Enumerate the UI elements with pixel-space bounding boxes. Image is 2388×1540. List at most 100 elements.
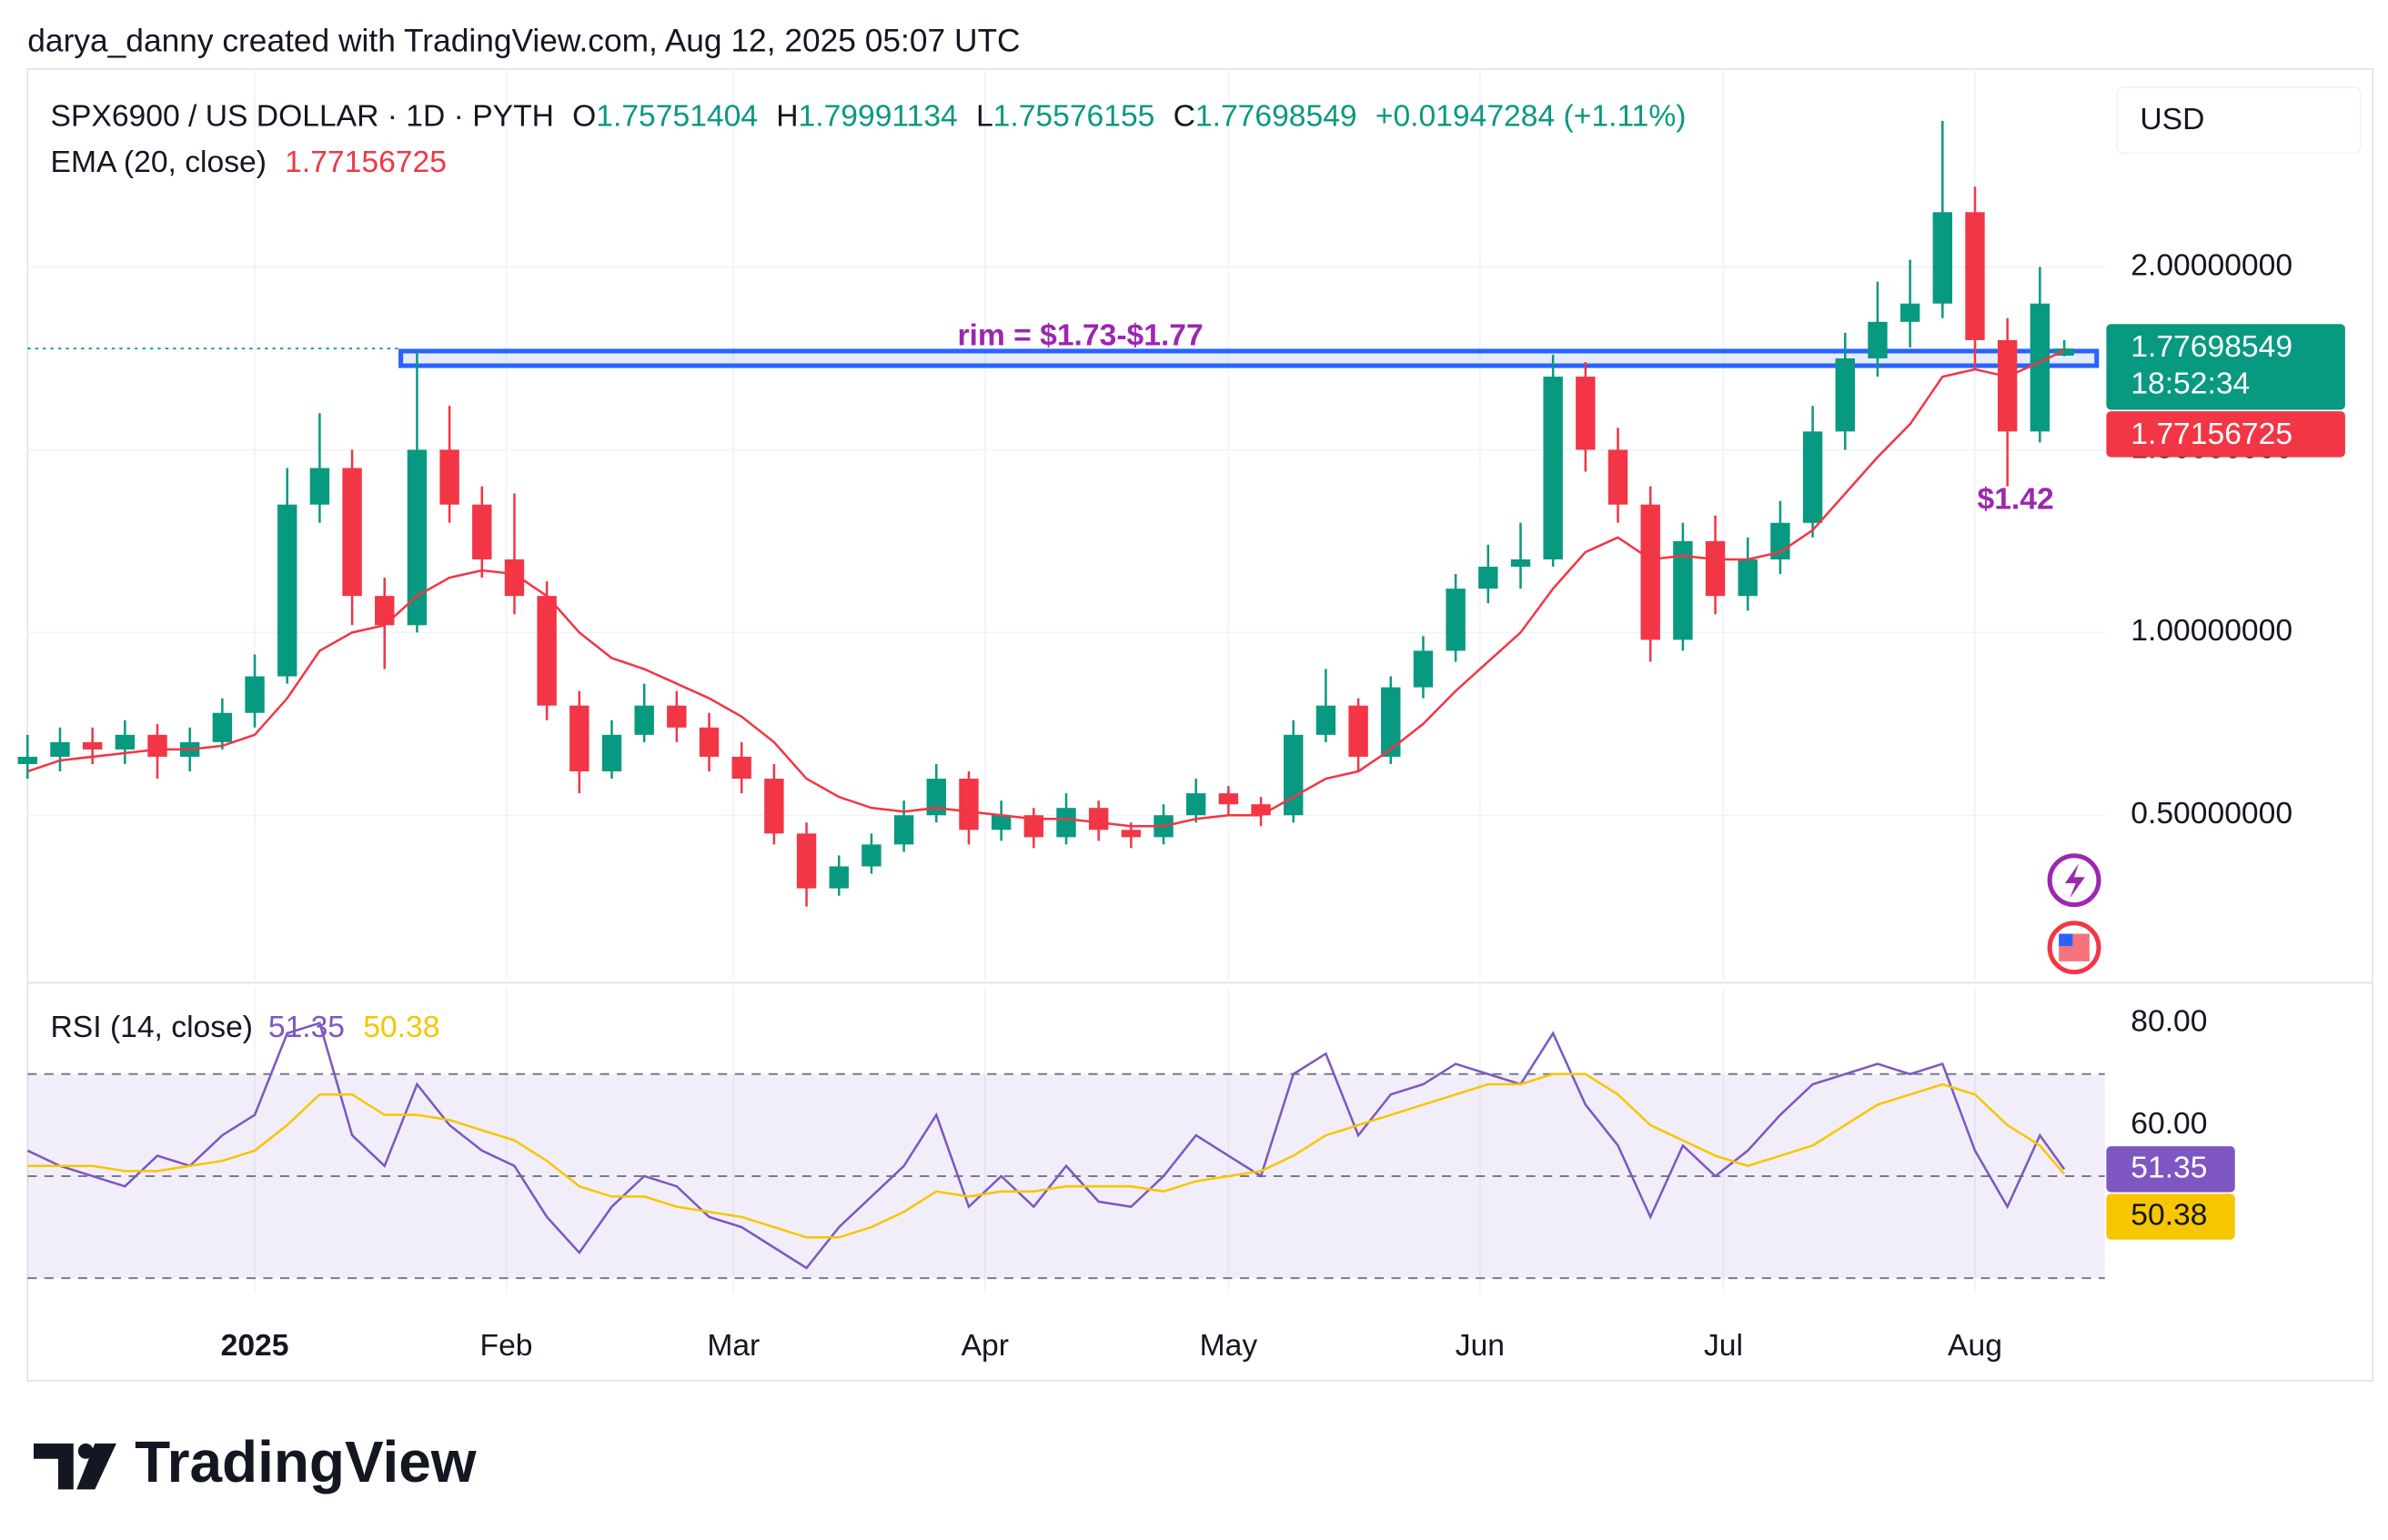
candle-body [375, 596, 395, 626]
candle-body [1284, 734, 1304, 816]
x-tick-label: Jul [1704, 1329, 1743, 1363]
rsi-axis-value: 50.38 [2131, 1198, 2207, 1232]
candle-body [1932, 212, 1953, 304]
candle-body [1446, 589, 1466, 651]
logo-part [76, 1443, 116, 1490]
candle-body [1640, 504, 1660, 640]
zone [398, 348, 2100, 368]
legend-low: 1.75576155 [993, 100, 1155, 134]
candle-body [1510, 559, 1531, 568]
rsi-line [26, 1022, 2066, 1270]
candle-body [537, 596, 557, 706]
candle-body [115, 734, 136, 750]
rsi-value-box [2106, 1146, 2235, 1193]
candle-body [439, 449, 459, 505]
candle-body [829, 866, 849, 889]
candle-body [2054, 348, 2074, 356]
candle-body [1218, 793, 1239, 805]
candle-body [1315, 705, 1336, 735]
last-price-box [2106, 324, 2345, 410]
candle-body [731, 756, 751, 780]
candle-body [1965, 212, 1985, 340]
candle-body [959, 779, 979, 830]
candle-body [2030, 303, 2050, 432]
x-tick-label: Aug [1948, 1329, 2002, 1363]
rsi-value-box [2106, 1193, 2235, 1240]
brand: TradingView [135, 1429, 477, 1495]
candle-body [1413, 650, 1434, 688]
y-tick-label: 1.00000000 [2131, 614, 2292, 648]
candle-body [991, 815, 1012, 830]
rsi-axis-value: 51.35 [2131, 1151, 2207, 1184]
x-tick-label: Jun [1456, 1329, 1505, 1363]
ema-name: EMA (20, close) [51, 146, 267, 179]
candle-body [764, 779, 784, 834]
legend-letter: L [976, 100, 993, 134]
logo-part [77, 1443, 94, 1459]
flag-canton [2059, 933, 2073, 947]
last-price: 1.77698549 [2131, 330, 2292, 364]
candle-body [1705, 540, 1726, 597]
currency[interactable]: USD [2140, 103, 2204, 136]
candle-body [1802, 431, 1823, 523]
candle-body [1997, 339, 2018, 432]
price-legend: SPX6900 / US DOLLAR · 1D · PYTH O1.757514… [51, 100, 1687, 134]
y-tick-label: 60.00 [2131, 1107, 2207, 1141]
candle-body [893, 815, 914, 845]
legend-letter: C [1174, 100, 1195, 134]
candle-body [17, 756, 37, 764]
candle-body [601, 734, 622, 772]
candle-body [1673, 540, 1693, 640]
candle-body [699, 727, 720, 757]
candle-body [309, 468, 330, 505]
candle-body [861, 844, 882, 867]
ema-line [26, 349, 2065, 828]
ema-price: 1.77156725 [2131, 418, 2292, 451]
legend-letter: H [776, 100, 798, 134]
candle-body [1543, 377, 1563, 559]
candle-body [1088, 808, 1109, 830]
candle-body [50, 741, 70, 757]
candle-body [212, 712, 233, 742]
candle-body [796, 833, 817, 889]
legend-high: 1.79991134 [799, 100, 958, 134]
candle-body [277, 504, 297, 677]
zone-label: rim = $1.73-$1.77 [957, 319, 1203, 353]
x-tick-label: Feb [480, 1329, 533, 1363]
attribution: darya_danny created with TradingView.com… [27, 24, 1020, 59]
candle-body [245, 676, 265, 713]
countdown: 18:52:34 [2131, 367, 2250, 400]
currency-box[interactable] [2116, 86, 2362, 155]
rsi-legend: RSI (14, close) 51.35 50.38 [51, 1011, 440, 1044]
x-tick-label: Apr [962, 1329, 1009, 1363]
ema-legend: EMA (20, close) 1.77156725 [51, 146, 447, 179]
candle-body [1738, 559, 1758, 597]
candle-body [147, 734, 167, 757]
legend-open: 1.75751404 [596, 100, 758, 134]
candle-body [1835, 357, 1855, 432]
candle-body [1251, 804, 1271, 816]
candle-body [1770, 522, 1790, 559]
x-tick-label: Mar [707, 1329, 760, 1363]
rsi-name: RSI (14, close) [51, 1011, 253, 1044]
legend-close: 1.77698549 [1195, 100, 1357, 134]
candle-body [569, 705, 589, 772]
candle-body [407, 449, 428, 626]
y-tick-label: 2.00000000 [2131, 248, 2292, 282]
y-tick-label: 80.00 [2131, 1005, 2207, 1039]
candle-body [1478, 567, 1498, 589]
candle-body [1899, 303, 1920, 322]
candle-body [1868, 321, 1888, 358]
chart-frame [26, 67, 2374, 1382]
y-tick-label: 0.50000000 [2131, 797, 2292, 830]
rsi-ma-value: 50.38 [363, 1011, 439, 1044]
x-tick-label: May [1200, 1329, 1258, 1363]
candle-body [667, 705, 687, 728]
candle-body [504, 559, 525, 597]
candle-body [1607, 449, 1628, 505]
candle-body [634, 705, 654, 735]
candle-body [1121, 830, 1142, 838]
candle-body [1023, 815, 1044, 838]
chart-layers: 0.500000001.000000001.500000002.00000000… [17, 68, 2345, 1363]
